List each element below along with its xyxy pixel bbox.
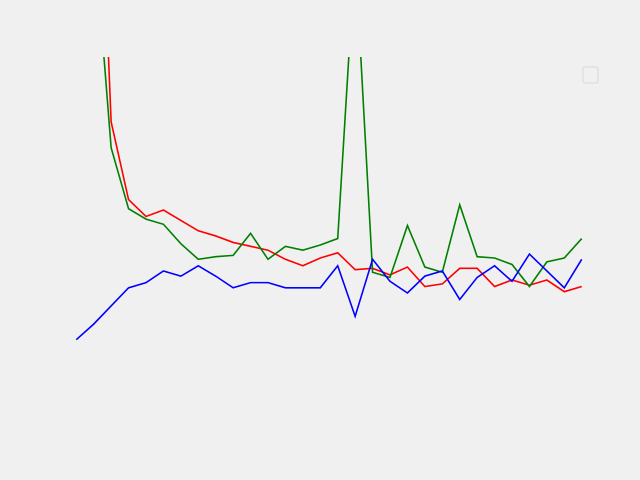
series-line (75, 252, 583, 341)
series-line (103, 57, 583, 288)
legend-box (582, 66, 599, 84)
series-line (107, 57, 582, 293)
